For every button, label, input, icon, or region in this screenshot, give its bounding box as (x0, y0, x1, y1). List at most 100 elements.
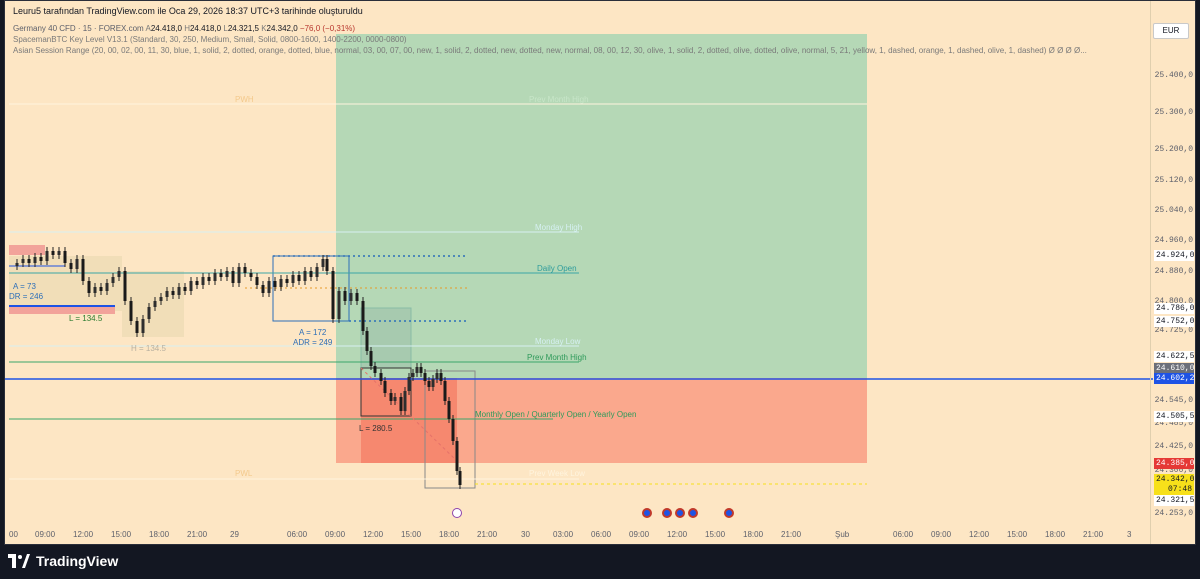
candle-body (33, 257, 37, 263)
price-axis[interactable]: EUR 25.400,0 25.300,0 25.200,0 25.120,0 … (1150, 1, 1195, 544)
price-label: 24.425,0 (1154, 442, 1193, 451)
economic-event-icon[interactable] (662, 508, 672, 518)
time-label: 09:00 (325, 530, 346, 539)
supply-zone-left (9, 245, 45, 255)
chart-credit: Leuru5 tarafından TradingView.com ile Oc… (13, 6, 363, 16)
price-label: 24.545,0 (1154, 396, 1193, 405)
price-label: 24.800,0 (1154, 297, 1193, 306)
candle-body (458, 471, 462, 485)
candle-body (393, 397, 397, 401)
time-label: 15:00 (111, 530, 132, 539)
time-label: 12:00 (969, 530, 990, 539)
candle-body (407, 377, 411, 391)
time-label: 06:00 (591, 530, 612, 539)
price-chart[interactable] (5, 1, 1153, 526)
economic-event-icon[interactable] (688, 508, 698, 518)
time-label: 21:00 (187, 530, 208, 539)
candle-body (455, 441, 459, 471)
time-label: 21:00 (477, 530, 498, 539)
price-label: 24.725,0 (1154, 326, 1193, 335)
price-label: 25.040,0 (1154, 206, 1193, 215)
candle-body (213, 273, 217, 281)
candle-body (399, 397, 403, 411)
candle-body (57, 251, 61, 255)
price-label: 25.200,0 (1154, 145, 1193, 154)
candle-body (411, 373, 415, 377)
candlesticks (15, 247, 462, 489)
label-monday-high: Monday High (535, 223, 583, 232)
chart-frame[interactable]: Leuru5 tarafından TradingView.com ile Oc… (4, 0, 1196, 545)
demand-zone-left (9, 307, 115, 314)
candle-body (279, 279, 283, 287)
economic-event-icon[interactable] (724, 508, 734, 518)
candle-body (423, 373, 427, 381)
price-label: 25.400,0 (1154, 71, 1193, 80)
time-label: 18:00 (439, 530, 460, 539)
time-label: 12:00 (363, 530, 384, 539)
price-tag-last: 24.342,0 07:48 (1154, 474, 1194, 496)
candle-body (177, 287, 181, 295)
time-label: 09:00 (35, 530, 56, 539)
legend-change: −76,0 (−0,31%) (299, 24, 356, 33)
candle-body (255, 277, 259, 285)
label-l1: L = 134.5 (69, 314, 103, 323)
last-price: 24.342,0 (1156, 475, 1195, 484)
time-axis[interactable]: 00 09:00 12:00 15:00 18:00 21:00 29 06:0… (5, 524, 1153, 544)
time-label: 06:00 (287, 530, 308, 539)
candle-body (427, 381, 431, 387)
price-label: 24.300,0 (1154, 466, 1193, 475)
label-h1: H = 134.5 (131, 344, 166, 353)
bar-countdown: 07:48 (1167, 485, 1192, 494)
label-a2: A = 172 (299, 328, 327, 337)
label-adr1: DR = 246 (9, 292, 44, 301)
candle-body (141, 319, 145, 333)
legend-symbol-row[interactable]: Germany 40 CFD · 15 · FOREX.com A24.418,… (13, 24, 356, 33)
economic-event-icon[interactable] (675, 508, 685, 518)
time-label: 15:00 (1007, 530, 1028, 539)
legend-symbol[interactable]: Germany 40 CFD · 15 · FOREX.com (13, 24, 144, 33)
legend-high: 24.418,0 (189, 24, 222, 33)
candle-body (153, 301, 157, 307)
time-label: 09:00 (931, 530, 952, 539)
label-prev-week-low: Prev Week Low (529, 469, 585, 478)
label-monday-low: Monday Low (535, 337, 581, 346)
candle-body (303, 271, 307, 281)
candle-body (431, 379, 435, 387)
flash-event-icon[interactable] (452, 508, 462, 518)
price-label: 24.253,0 (1154, 509, 1193, 518)
price-label: 24.485,0 (1154, 419, 1193, 428)
indicator-key-level[interactable]: SpacemanBTC Key Level V13.1 (Standard, 3… (13, 35, 407, 44)
price-tag: 24.622,5 (1154, 351, 1195, 362)
tradingview-logo[interactable]: TradingView (8, 551, 118, 571)
tradingview-logo-icon (8, 554, 30, 568)
candle-body (337, 291, 341, 319)
time-label: 30 (521, 530, 530, 539)
label-a1: A = 73 (13, 282, 36, 291)
candle-body (439, 373, 443, 381)
candle-body (415, 367, 419, 373)
candle-body (365, 331, 369, 351)
indicator-asian-session[interactable]: Asian Session Range (20, 00, 02, 00, 11,… (13, 46, 1087, 55)
session-box-grey (424, 370, 476, 489)
price-tag: 24.786,0 (1154, 303, 1195, 314)
candle-body (15, 263, 19, 266)
legend-low: 24.321,5 (227, 24, 259, 33)
brand-name: TradingView (36, 553, 119, 569)
economic-event-icon[interactable] (642, 508, 652, 518)
candle-body (443, 381, 447, 401)
currency-selector[interactable]: EUR (1153, 23, 1189, 39)
candle-body (383, 381, 387, 393)
label-l2: L = 280.5 (359, 424, 393, 433)
time-label: Şub (835, 530, 850, 539)
price-label: 24.880,0 (1154, 267, 1193, 276)
candle-body (225, 271, 229, 277)
candle-body (207, 277, 211, 281)
time-label: 15:00 (401, 530, 422, 539)
candle-body (297, 275, 301, 281)
time-label: 15:00 (705, 530, 726, 539)
candle-body (219, 273, 223, 277)
candle-body (171, 291, 175, 295)
price-label: 25.300,0 (1154, 108, 1193, 117)
chart-legend: Germany 40 CFD · 15 · FOREX.com A24.418,… (13, 23, 1087, 56)
candle-body (183, 287, 187, 291)
